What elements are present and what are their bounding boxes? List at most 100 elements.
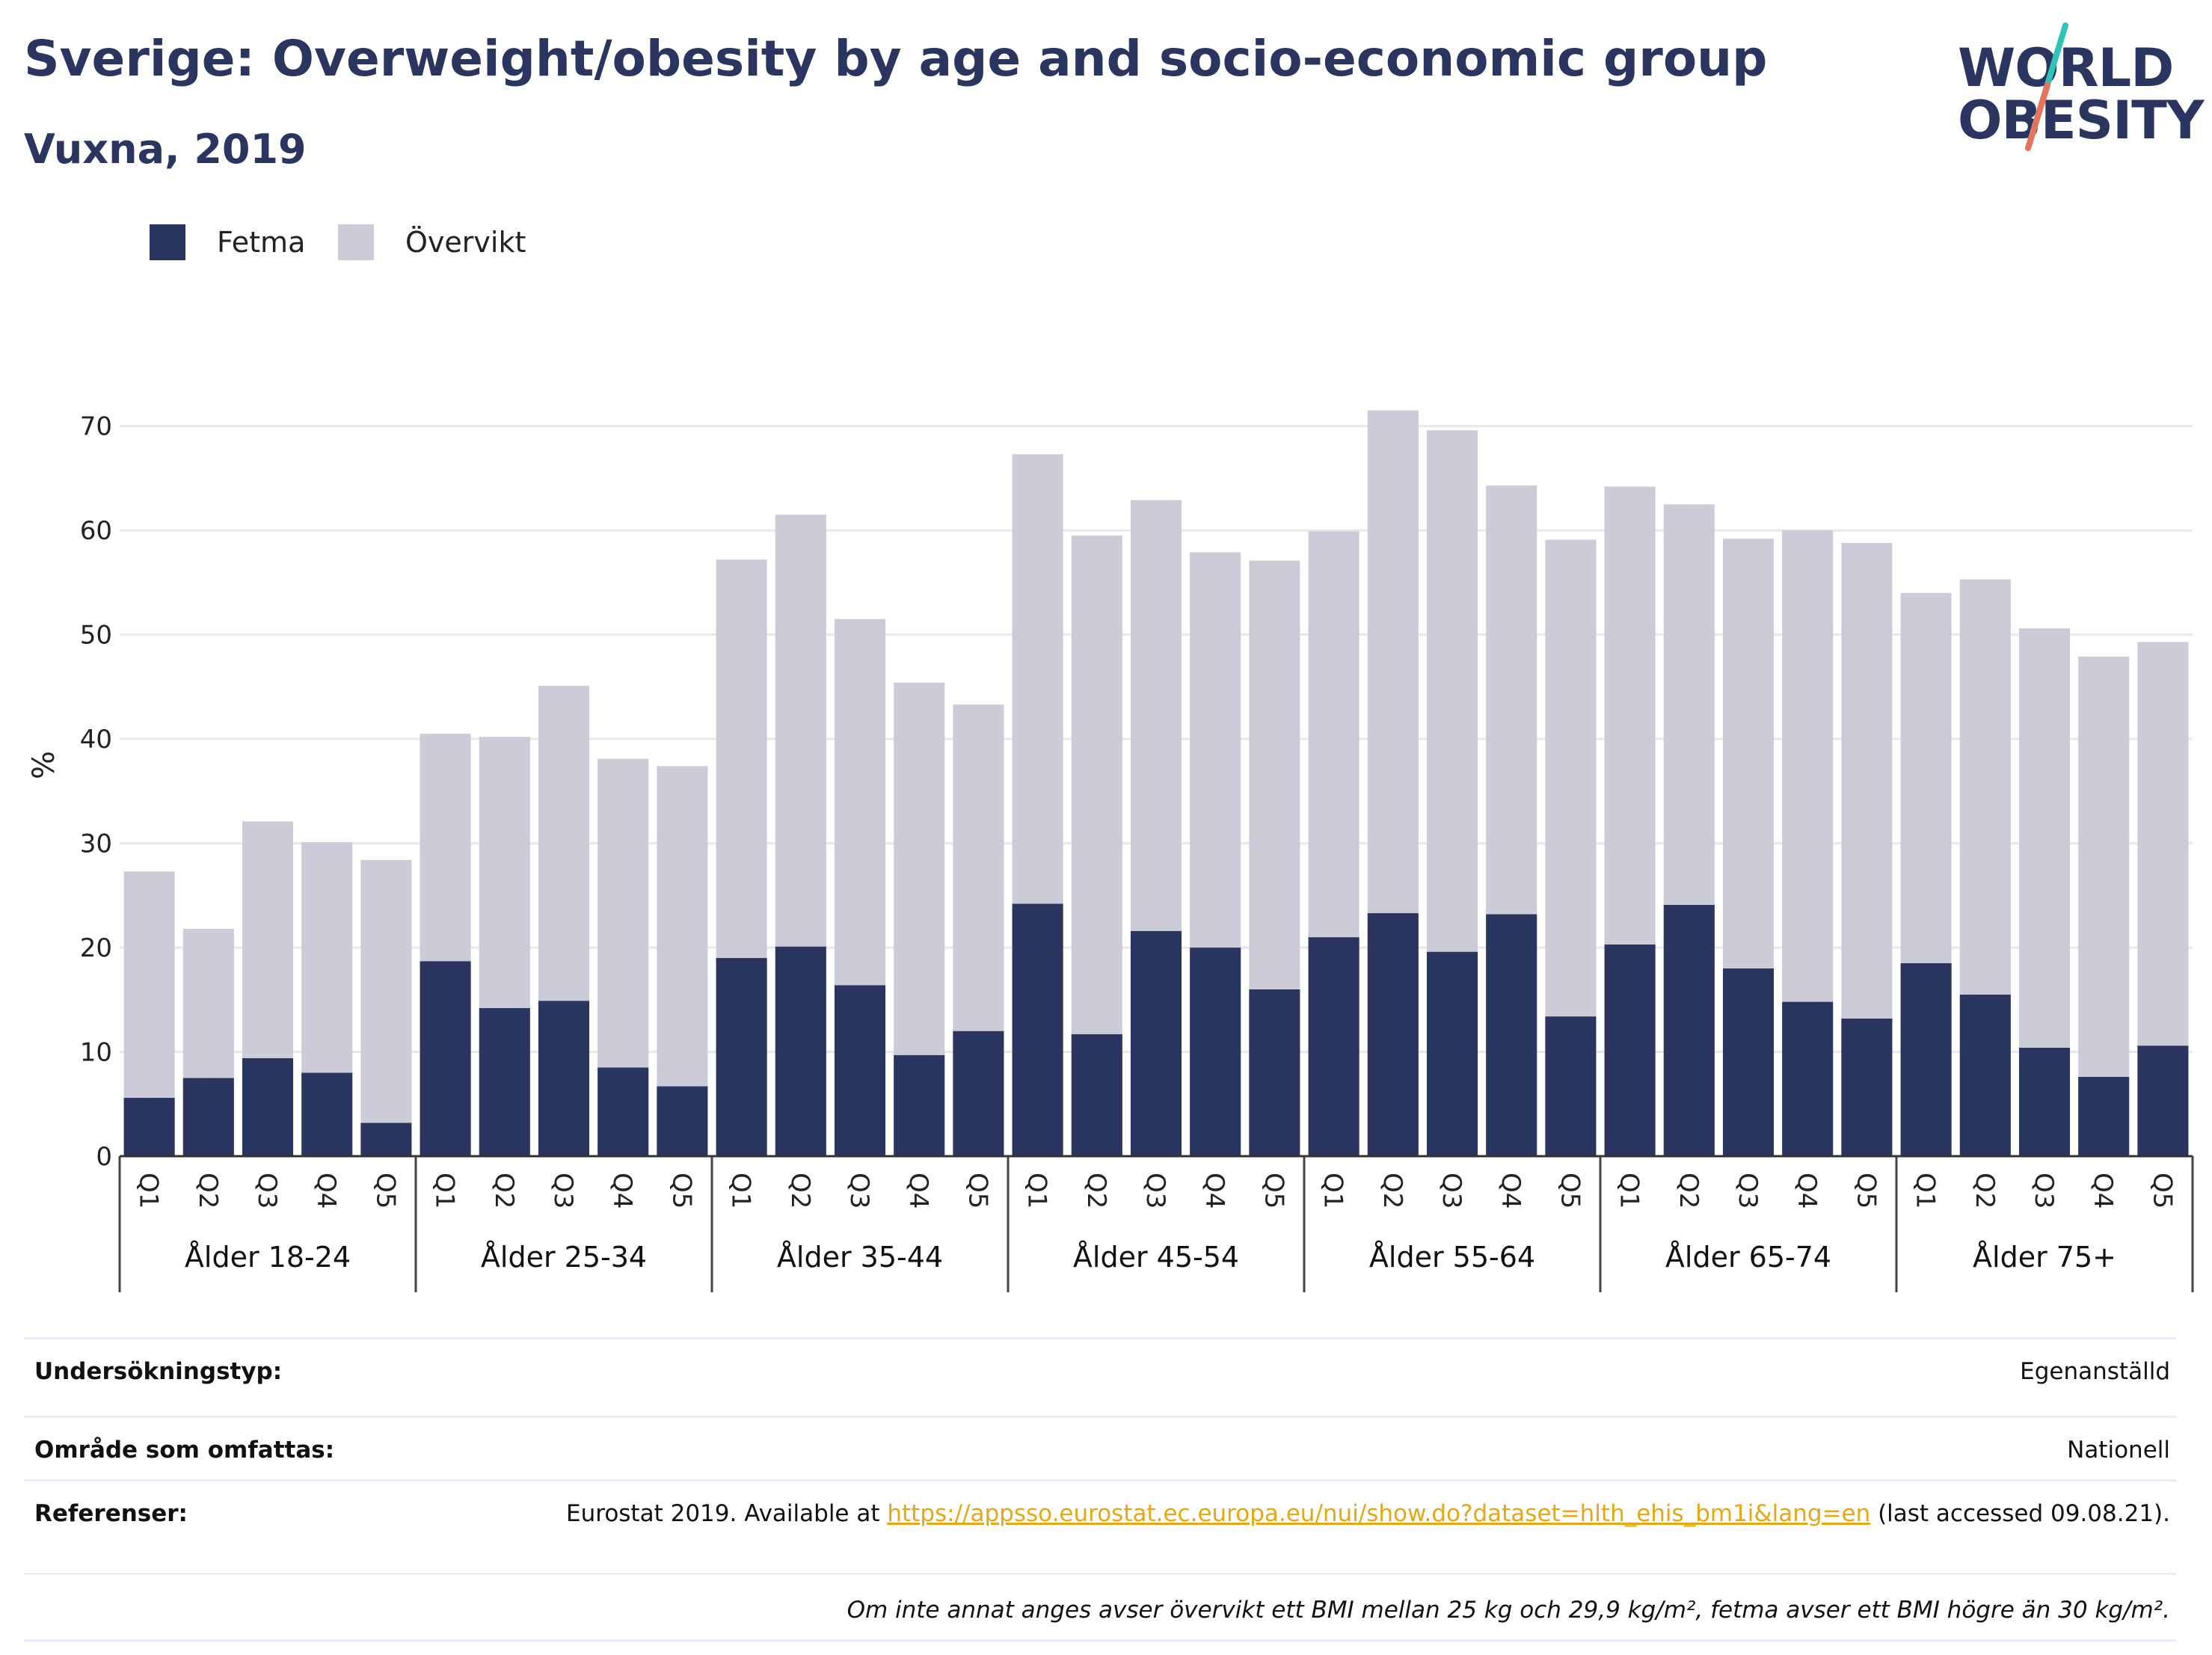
bar-overvikt — [420, 734, 471, 962]
reference-link[interactable]: https://appsso.eurostat.ec.europa.eu/nui… — [887, 1500, 1871, 1527]
stacked-bar-chart: 0 10 20 30 40 50 60 70% Q1 Q2 Q3 Q4 Q5 Q1 Q2 Q3 Q4 Q5 Q1 Q2… — [27, 410, 2194, 1292]
footnote: Om inte annat anges avser övervikt ett B… — [847, 1597, 2170, 1624]
bar-fetma — [2137, 1045, 2189, 1156]
bar-fetma — [301, 1072, 353, 1156]
x-tick-label: Q1 — [134, 1173, 164, 1209]
bar-fetma — [420, 961, 471, 1156]
x-tick-label: Q2 — [1674, 1173, 1703, 1209]
bar-fetma — [1900, 962, 1952, 1156]
x-group-label: Ålder 45-54 — [1073, 1241, 1239, 1274]
x-tick-label: Q4 — [607, 1173, 637, 1209]
world-obesity-logo: WORLD OBESITY — [1944, 21, 2205, 156]
x-tick-label: Q5 — [1259, 1173, 1288, 1209]
x-tick-label: Q2 — [785, 1173, 815, 1209]
bar-fetma — [894, 1054, 945, 1156]
x-tick-label: Q3 — [2029, 1173, 2059, 1209]
y-axis-title: % — [27, 751, 61, 779]
bar-fetma — [2018, 1047, 2071, 1156]
bar-overvikt — [1604, 486, 1656, 945]
legend-swatch-fetma — [150, 224, 185, 260]
x-group-label: Ålder 25-34 — [481, 1241, 647, 1274]
y-tick-label: 50 — [80, 621, 112, 651]
bar-fetma — [182, 1078, 234, 1156]
x-tick-label: Q3 — [1437, 1173, 1466, 1209]
bar-overvikt — [716, 559, 767, 959]
bar-overvikt — [2078, 656, 2130, 1078]
bar-fetma — [1308, 937, 1360, 1156]
chart-title: Sverige: Overweight/obesity by age and s… — [24, 30, 1768, 87]
y-tick-label: 60 — [80, 516, 112, 546]
x-tick-label: Q5 — [666, 1173, 696, 1209]
info-label: Område som omfattas: — [34, 1437, 335, 1464]
info-label: Referenser: — [34, 1500, 188, 1527]
y-tick-label: 0 — [96, 1142, 112, 1172]
bar-overvikt — [538, 686, 590, 1001]
info-value: Egenanställd — [2020, 1358, 2170, 1385]
bar-overvikt — [1071, 535, 1122, 1034]
bar-fetma — [360, 1123, 412, 1156]
bar-overvikt — [1722, 538, 1775, 968]
x-tick-label: Q5 — [2147, 1173, 2177, 1209]
bar-fetma — [953, 1031, 1004, 1156]
bar-overvikt — [657, 766, 708, 1087]
x-tick-label: Q2 — [193, 1173, 223, 1209]
bar-overvikt — [1130, 500, 1182, 931]
x-tick-label: Q2 — [1081, 1173, 1111, 1209]
bar-fetma — [123, 1097, 175, 1156]
y-tick-label: 70 — [80, 412, 112, 442]
bar-overvikt — [301, 842, 353, 1073]
info-row-footnote: Om inte annat anges avser övervikt ett B… — [24, 1573, 2176, 1639]
bar-fetma — [597, 1067, 649, 1156]
bar-fetma — [1426, 951, 1478, 1156]
bar-overvikt — [597, 758, 649, 1068]
bar-overvikt — [894, 682, 945, 1055]
x-tick-label: Q1 — [1911, 1173, 1941, 1209]
x-tick-label: Q4 — [1199, 1173, 1229, 1209]
x-tick-label: Q5 — [1851, 1173, 1881, 1209]
bar-overvikt — [1249, 560, 1300, 989]
info-row-coverage: Område som omfattas: Nationell — [24, 1416, 2176, 1479]
bar-fetma — [1130, 930, 1182, 1156]
legend-label-overvikt: Övervikt — [405, 226, 526, 259]
info-label: Undersökningstyp: — [34, 1358, 283, 1385]
bar-overvikt — [1545, 539, 1597, 1017]
x-tick-label: Q3 — [252, 1173, 282, 1209]
x-group-label: Ålder 65-74 — [1665, 1241, 1831, 1274]
bar-fetma — [1604, 944, 1656, 1156]
bar-fetma — [2078, 1077, 2130, 1156]
bar-overvikt — [1663, 504, 1715, 905]
bar-overvikt — [1900, 592, 1952, 963]
bar-overvikt — [242, 821, 294, 1058]
bar-fetma — [1722, 968, 1775, 1156]
bar-fetma — [775, 946, 826, 1156]
x-tick-label: Q5 — [370, 1173, 400, 1209]
x-group-label: Ålder 55-64 — [1369, 1241, 1535, 1274]
x-group-label: Ålder 18-24 — [185, 1241, 351, 1274]
bar-overvikt — [1486, 485, 1537, 915]
x-tick-label: Q5 — [1555, 1173, 1585, 1209]
bar-overvikt — [360, 859, 412, 1123]
bar-fetma — [479, 1007, 530, 1156]
y-tick-label: 30 — [80, 829, 112, 859]
bar-fetma — [242, 1057, 294, 1156]
bar-overvikt — [1012, 454, 1063, 904]
bar-fetma — [834, 985, 886, 1156]
x-tick-label: Q1 — [1318, 1173, 1348, 1209]
y-tick-label: 40 — [80, 725, 112, 755]
x-tick-label: Q1 — [430, 1173, 460, 1209]
x-tick-label: Q4 — [1792, 1173, 1822, 1209]
x-tick-label: Q2 — [1377, 1173, 1407, 1209]
info-table-bottom-rule — [24, 1639, 2176, 1642]
x-group-label: Ålder 75+ — [1973, 1241, 2116, 1274]
bar-overvikt — [2137, 642, 2189, 1046]
bar-fetma — [1367, 913, 1419, 1156]
x-tick-label: Q4 — [1496, 1173, 1526, 1209]
x-tick-label: Q2 — [1970, 1173, 2000, 1209]
x-tick-label: Q4 — [2088, 1173, 2118, 1209]
x-tick-label: Q1 — [1615, 1173, 1644, 1209]
bar-overvikt — [1367, 410, 1419, 914]
x-tick-label: Q2 — [489, 1173, 519, 1209]
bar-fetma — [1486, 914, 1537, 1156]
bar-overvikt — [1959, 579, 2011, 995]
bar-overvikt — [2018, 628, 2071, 1048]
